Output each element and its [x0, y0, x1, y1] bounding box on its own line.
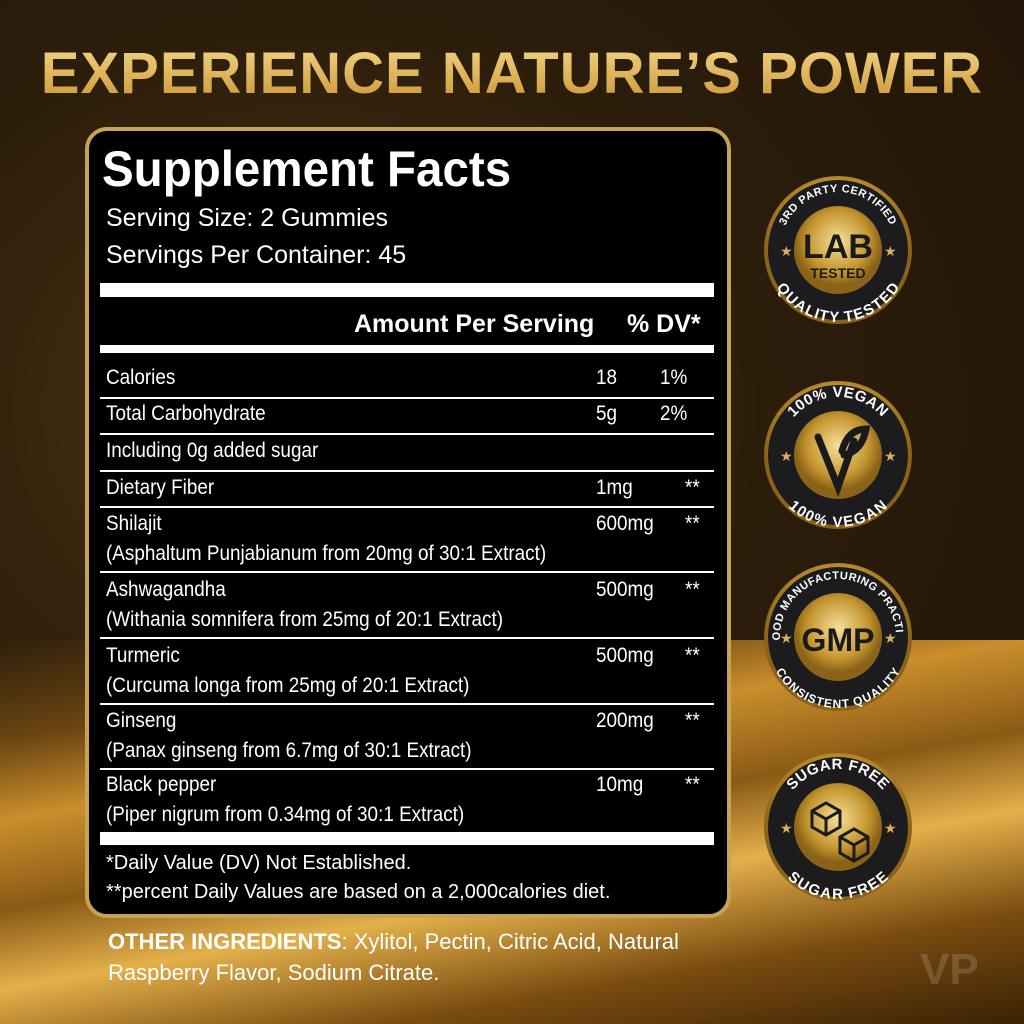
sugar-cube-icon — [810, 801, 870, 863]
badge-2: GOOD MANUFACTURING PRACTICE CONSISTENT Q… — [762, 561, 912, 711]
star-icon: ★ — [780, 448, 793, 464]
nutrient-name: Turmeric — [106, 644, 180, 667]
star-icon: ★ — [884, 448, 897, 464]
nutrient-amount: 5g — [596, 402, 618, 425]
nutrient-amount: 200mg — [596, 709, 654, 732]
nutrient-source: (Piper nigrum from 0.34mg of 30:1 Extrac… — [106, 803, 465, 826]
nutrient-source: (Panax ginseng from 6.7mg of 30:1 Extrac… — [106, 739, 472, 762]
footnote: *Daily Value (DV) Not Established. — [106, 852, 412, 874]
dv-header: % DV* — [627, 310, 701, 338]
watermark-logo: VP — [920, 945, 979, 994]
row-divider — [100, 703, 714, 705]
badge-0: 3RD PARTY CERTIFIED QUALITY TESTED ★ ★ LA… — [764, 176, 912, 326]
other-ingredients-text: : Xylitol, Pectin, Citric Acid, Natural … — [108, 929, 679, 985]
servings-per-container: Servings Per Container: 45 — [106, 241, 407, 269]
star-icon: ★ — [780, 243, 793, 259]
nutrient-dv: ** — [685, 709, 700, 732]
nutrient-amount: 10mg — [596, 773, 644, 796]
nutrient-amount: 500mg — [596, 644, 654, 667]
nutrient-dv: ** — [685, 644, 700, 667]
badge-center-subtext: TESTED — [810, 265, 865, 281]
nutrient-name: Including 0g added sugar — [106, 439, 319, 462]
row-divider — [100, 433, 714, 435]
nutrient-name: Shilajit — [106, 512, 162, 535]
headline: EXPERIENCE NATURE’S POWER — [0, 40, 1024, 107]
serving-size: Serving Size: 2 Gummies — [106, 204, 389, 232]
nutrient-name: Dietary Fiber — [106, 476, 215, 499]
nutrient-amount: 500mg — [596, 578, 654, 601]
row-divider — [100, 506, 714, 508]
nutrient-amount: 1mg — [596, 476, 633, 499]
nutrient-amount: 600mg — [596, 512, 654, 535]
nutrient-dv: ** — [685, 476, 700, 499]
row-divider — [100, 768, 714, 770]
star-icon: ★ — [884, 243, 897, 259]
nutrient-dv: ** — [685, 512, 700, 535]
nutrient-dv: ** — [685, 578, 700, 601]
nutrient-name: Black pepper — [106, 773, 217, 796]
row-divider — [100, 397, 714, 399]
row-divider — [100, 571, 714, 573]
nutrient-name: Ginseng — [106, 709, 177, 732]
nutrient-name: Total Carbohydrate — [106, 402, 266, 425]
supplement-facts-panel — [85, 127, 731, 918]
thick-divider — [100, 832, 714, 845]
badge-center-text: LAB — [803, 228, 873, 266]
nutrient-dv: 1% — [660, 366, 688, 389]
badge-3: SUGAR FREE SUGAR FREE ★ ★ — [764, 753, 912, 903]
thick-divider — [100, 283, 714, 297]
facts-title: Supplement Facts — [102, 141, 512, 197]
star-icon: ★ — [884, 820, 897, 836]
row-divider — [100, 470, 714, 472]
nutrient-name: Calories — [106, 366, 176, 389]
footnote: **percent Daily Values are based on a 2,… — [106, 881, 611, 903]
other-ingredients: OTHER INGREDIENTS: Xylitol, Pectin, Citr… — [108, 926, 748, 988]
amount-header: Amount Per Serving — [354, 310, 595, 338]
medium-divider — [100, 345, 714, 353]
star-icon: ★ — [780, 820, 793, 836]
nutrient-name: Ashwagandha — [106, 578, 226, 601]
nutrient-dv: ** — [685, 773, 700, 796]
nutrient-dv: 2% — [660, 402, 688, 425]
star-icon: ★ — [884, 630, 897, 646]
nutrient-amount: 18 — [596, 366, 618, 389]
other-ingredients-label: OTHER INGREDIENTS — [108, 929, 342, 954]
badge-center-text: GMP — [802, 622, 875, 658]
badge-1: 100% VEGAN 100% VEGAN ★ ★ — [764, 381, 912, 531]
nutrient-source: (Asphaltum Punjabianum from 20mg of 30:1… — [106, 542, 547, 565]
nutrient-source: (Curcuma longa from 25mg of 20:1 Extract… — [106, 674, 470, 697]
row-divider — [100, 637, 714, 639]
star-icon: ★ — [780, 630, 793, 646]
nutrient-source: (Withania somnifera from 25mg of 20:1 Ex… — [106, 608, 504, 631]
vegan-leaf-icon — [814, 425, 871, 497]
